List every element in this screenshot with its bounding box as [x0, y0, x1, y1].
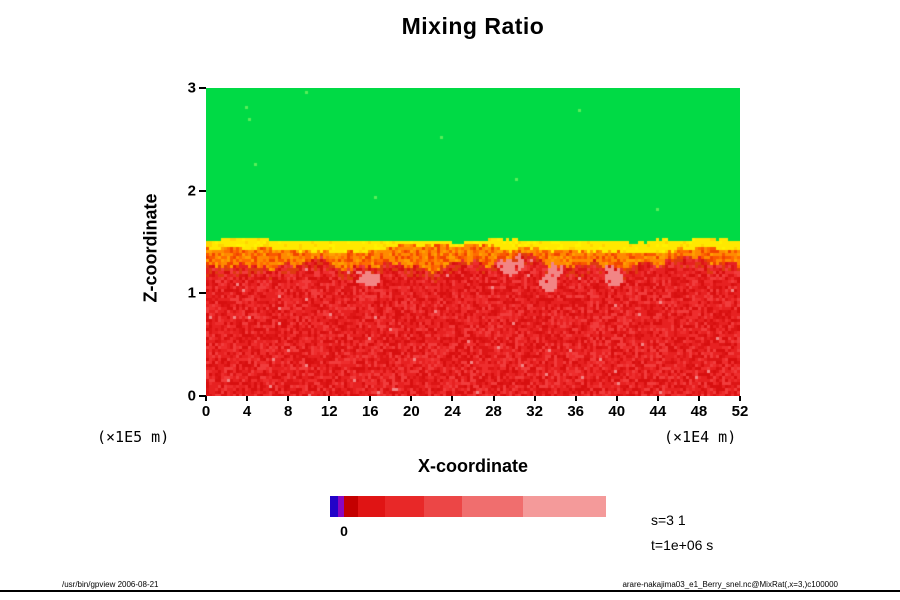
x-tick-mark — [615, 396, 618, 401]
x-tick-mark — [739, 396, 741, 401]
y-axis-unit-label: (×1E5 m) — [97, 428, 170, 446]
x-tick-mark — [246, 396, 249, 401]
x-tick-label: 44 — [649, 403, 667, 420]
x-tick-mark — [533, 396, 536, 401]
x-tick-label: 40 — [608, 403, 626, 420]
x-tick-label: 0 — [201, 403, 211, 420]
x-tick-mark — [369, 396, 372, 401]
y-tick-mark — [199, 292, 206, 295]
x-tick-label: 36 — [567, 403, 585, 420]
x-axis-label: X-coordinate — [417, 456, 528, 476]
chart-title: Mixing Ratio — [401, 13, 545, 39]
x-tick-label: 28 — [485, 403, 502, 420]
x-axis-unit-label: (×1E4 m) — [664, 428, 737, 446]
y-tick-label: 1 — [187, 284, 196, 302]
x-tick-label: 12 — [320, 403, 338, 420]
x-tick-label: 52 — [731, 403, 749, 420]
x-axis-tick-labels: 0 4 8 12 16 20 24 28 32 36 40 44 48 52 — [202, 403, 749, 421]
heatmap-canvas — [206, 88, 740, 396]
x-tick-label: 32 — [526, 403, 543, 420]
colorbar-segment — [357, 496, 386, 517]
colorbar-segment — [385, 496, 424, 517]
x-tick-mark — [656, 396, 659, 401]
x-tick-mark — [697, 396, 700, 401]
footer-source-text: arare-nakajima03_e1_Berry_snel.nc@MixRat… — [622, 580, 838, 589]
y-tick-label: 0 — [187, 387, 196, 405]
x-tick-mark — [410, 396, 413, 401]
heatmap-plot — [206, 88, 740, 396]
y-tick-mark — [199, 395, 206, 397]
y-axis-tick-marks — [199, 87, 206, 397]
x-tick-label: 24 — [444, 403, 461, 420]
colorbar-segment — [338, 496, 344, 517]
y-tick-label: 3 — [187, 79, 196, 97]
colorbar-segment — [423, 496, 463, 517]
x-tick-mark — [451, 396, 454, 401]
x-tick-mark — [205, 396, 207, 401]
y-tick-label: 2 — [187, 182, 196, 200]
colorbar-zero-label: 0 — [340, 523, 348, 539]
y-axis-tick-labels: 0 1 2 3 — [150, 80, 196, 405]
annotation-slice: s=3 1 — [651, 512, 686, 528]
x-tick-label: 48 — [690, 403, 708, 420]
x-tick-mark — [328, 396, 331, 401]
y-tick-mark — [199, 87, 206, 89]
x-tick-label: 8 — [283, 403, 293, 420]
x-tick-mark — [574, 396, 577, 401]
colorbar — [330, 496, 606, 517]
footer-divider — [0, 590, 900, 592]
colorbar-segment — [523, 496, 606, 517]
x-tick-label: 20 — [403, 403, 420, 420]
y-tick-mark — [199, 189, 206, 192]
x-tick-label: 16 — [361, 403, 379, 420]
footer-command-text: /usr/bin/gpview 2006-08-21 — [62, 580, 159, 589]
x-tick-mark — [492, 396, 495, 401]
x-tick-mark — [287, 396, 290, 401]
x-axis-tick-marks — [205, 396, 741, 401]
colorbar-segment — [330, 496, 339, 517]
colorbar-segment — [343, 496, 358, 517]
colorbar-segment — [462, 496, 524, 517]
annotation-time: t=1e+06 s — [651, 537, 714, 553]
x-tick-label: 4 — [242, 403, 252, 420]
